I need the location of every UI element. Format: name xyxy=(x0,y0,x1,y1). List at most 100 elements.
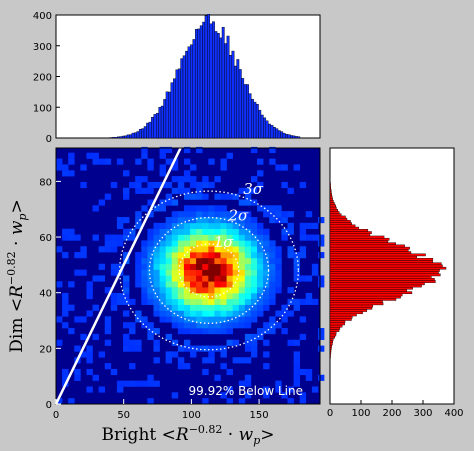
heatmap-cell xyxy=(196,181,203,189)
heatmap-cell xyxy=(293,298,300,305)
heatmap-cell xyxy=(196,205,203,212)
heatmap-cell xyxy=(141,205,148,212)
heatmap-cell xyxy=(275,246,282,253)
heatmap-cell xyxy=(153,357,160,364)
heatmap-cell xyxy=(153,181,160,189)
heatmap-cell xyxy=(281,228,288,235)
heatmap-cell xyxy=(190,263,197,270)
top-histogram-bar xyxy=(285,133,288,139)
heatmap-cell xyxy=(238,298,246,305)
heatmap-cell xyxy=(183,339,191,346)
heatmap-cell xyxy=(147,374,154,381)
heatmap-cell xyxy=(232,211,240,218)
heatmap-cell xyxy=(141,322,148,329)
heatmap-cell xyxy=(196,316,203,323)
heatmap-cell xyxy=(226,275,233,282)
heatmap-cell xyxy=(68,398,75,405)
heatmap-cell xyxy=(305,368,313,376)
right-histogram-bar xyxy=(329,318,352,321)
heatmap-cell xyxy=(147,234,154,241)
heatmap-cell xyxy=(232,193,240,200)
heatmap-cell xyxy=(196,298,203,305)
heatmap-cell xyxy=(68,234,75,241)
heatmap-cell xyxy=(238,211,246,218)
heatmap-cell xyxy=(226,152,233,159)
heatmap-cell xyxy=(232,252,240,259)
heatmap-cell xyxy=(165,298,173,305)
heatmap-cell xyxy=(244,246,252,253)
heatmap-cell xyxy=(56,164,63,171)
heatmap-cell xyxy=(129,298,136,305)
top-histogram-bar xyxy=(138,129,142,139)
heatmap-cell xyxy=(62,252,69,259)
heatmap-cell xyxy=(232,339,240,346)
right-histogram-bar xyxy=(329,340,333,343)
heatmap-cell xyxy=(226,287,233,294)
heatmap-cell xyxy=(153,281,160,288)
heatmap-cell xyxy=(311,234,319,241)
heatmap-cell xyxy=(214,281,221,288)
heatmap-cell xyxy=(232,310,240,317)
heatmap-cell xyxy=(238,240,246,247)
heatmap-cell xyxy=(202,287,209,294)
heatmap-cell xyxy=(159,281,166,288)
heatmap-cell xyxy=(275,205,282,212)
heatmap-cell xyxy=(129,380,136,387)
heatmap-cell xyxy=(171,339,179,346)
heatmap-cell xyxy=(135,211,142,218)
heatmap-cell xyxy=(123,292,130,300)
heatmap-cell xyxy=(257,292,264,300)
heatmap-cell xyxy=(141,187,148,194)
heatmap-cell xyxy=(208,357,215,364)
heatmap-cell xyxy=(153,310,160,317)
right-histogram-bar xyxy=(329,289,407,292)
heatmap-cell xyxy=(116,386,124,393)
heatmap-cell xyxy=(171,222,179,229)
heatmap-cell xyxy=(226,234,233,241)
heatmap-cell xyxy=(183,287,191,294)
heatmap-cell xyxy=(159,222,166,229)
right-x-tick-label: 200 xyxy=(382,408,401,419)
heatmap-cell xyxy=(244,187,252,194)
top-histogram-bar xyxy=(207,14,211,139)
y-tick-label: 40 xyxy=(39,289,52,300)
heatmap-cell xyxy=(238,199,246,206)
heatmap-cell xyxy=(208,205,215,212)
heatmap-cell xyxy=(275,217,282,224)
heatmap-cell xyxy=(202,211,209,218)
heatmap-cell xyxy=(123,275,130,282)
heatmap-cell xyxy=(177,328,185,335)
heatmap-cell xyxy=(104,234,112,241)
right-histogram-bar xyxy=(329,257,434,261)
heatmap-cell xyxy=(220,252,227,259)
heatmap-cell xyxy=(196,246,203,253)
top-histogram-bar xyxy=(116,136,120,139)
heatmap-cell xyxy=(68,304,75,311)
top-histogram-bar xyxy=(236,59,240,139)
heatmap-cell xyxy=(159,287,166,294)
top-histogram-bar xyxy=(194,29,198,139)
heatmap-cell xyxy=(244,287,252,294)
heatmap-cell xyxy=(196,222,203,229)
heatmap-cell xyxy=(287,339,294,346)
heatmap-cell xyxy=(226,193,233,200)
heatmap-cell xyxy=(123,310,130,317)
heatmap-cell xyxy=(232,269,240,276)
heatmap-cell xyxy=(317,374,325,381)
right-histogram-bar xyxy=(329,251,412,254)
heatmap-cell xyxy=(250,222,258,229)
top-histogram-bar xyxy=(136,131,140,139)
heatmap-cell xyxy=(165,181,173,189)
heatmap-cell xyxy=(263,392,270,399)
heatmap-cell xyxy=(183,310,191,317)
heatmap-cell xyxy=(183,257,191,265)
heatmap-cell xyxy=(92,152,99,159)
right-histogram-bar xyxy=(329,291,413,295)
heatmap-cell xyxy=(238,234,246,241)
heatmap-cell xyxy=(190,181,197,189)
heatmap-cell xyxy=(135,187,142,194)
heatmap-cell xyxy=(269,246,276,253)
heatmap-cell xyxy=(165,146,173,154)
heatmap-cell xyxy=(232,217,240,224)
heatmap-cell xyxy=(269,257,276,265)
